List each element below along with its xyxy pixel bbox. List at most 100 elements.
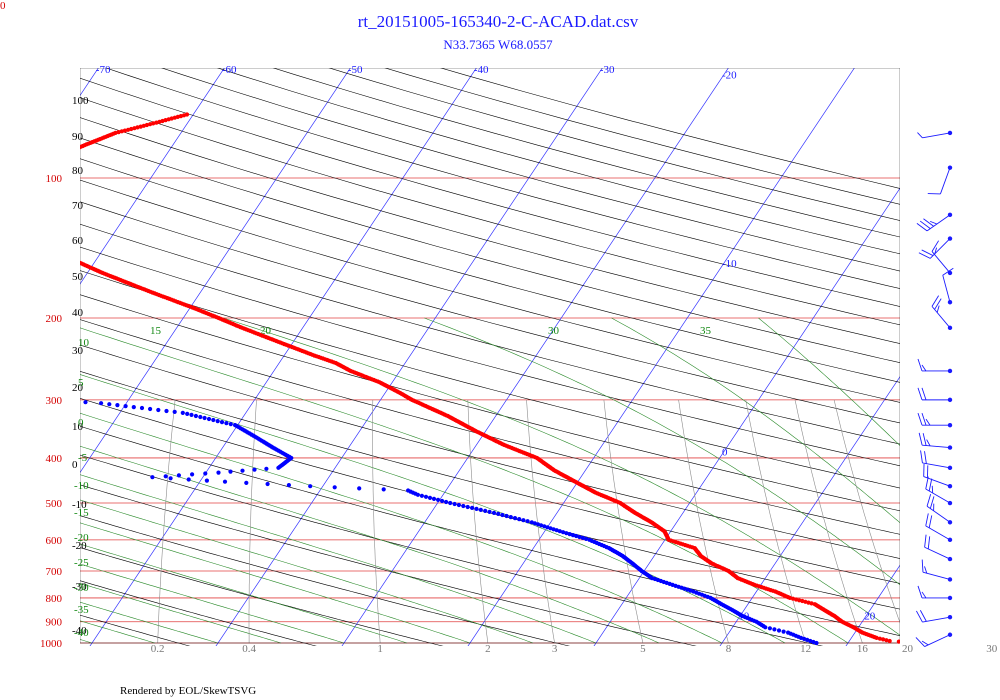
temperature-point bbox=[74, 147, 78, 151]
dewpoint-point bbox=[542, 524, 547, 529]
wind-barb-shaft bbox=[931, 306, 951, 329]
wind-barb-flag bbox=[934, 298, 942, 310]
dewpoint-point bbox=[215, 419, 220, 424]
temperature-point bbox=[0, 207, 1, 211]
isotherm-line bbox=[80, 68, 99, 97]
dewpoint-point bbox=[240, 468, 245, 473]
theta-left-label: 50 bbox=[72, 271, 84, 283]
theta-e-label: -40 bbox=[74, 627, 89, 639]
temperature-point bbox=[52, 247, 56, 251]
temperature-point bbox=[0, 208, 2, 212]
temperature-point bbox=[3, 177, 7, 181]
dewpoint-point bbox=[115, 403, 120, 408]
temperature-point bbox=[887, 638, 892, 644]
temperature-point bbox=[0, 210, 3, 214]
dewpoint-point bbox=[68, 399, 72, 403]
pressure-label: 300 bbox=[46, 395, 63, 407]
mixing-ratio-label: 20 bbox=[902, 643, 914, 655]
temperature-point bbox=[67, 256, 71, 260]
wind-barb bbox=[925, 513, 953, 543]
theta-e-label: 0 bbox=[78, 417, 84, 429]
temperature-point bbox=[33, 164, 37, 168]
background-grid bbox=[80, 38, 1000, 653]
wind-barb bbox=[918, 432, 953, 450]
moist-adiabat-line bbox=[80, 474, 597, 644]
temperature-point bbox=[52, 156, 56, 160]
dewpoint-point bbox=[228, 422, 233, 427]
pressure-label: 900 bbox=[46, 617, 63, 629]
temperature-point bbox=[49, 245, 53, 249]
temperature-point bbox=[135, 125, 140, 130]
wind-barb-flag bbox=[921, 640, 929, 646]
wind-barb-flag bbox=[921, 591, 927, 599]
pressure-label: 600 bbox=[46, 535, 63, 547]
temperature-point bbox=[10, 174, 14, 178]
dewpoint-point bbox=[478, 507, 483, 512]
temperature-point bbox=[35, 163, 39, 167]
dewpoint-point bbox=[164, 408, 169, 414]
wind-barb bbox=[916, 212, 953, 232]
temperature-point bbox=[8, 220, 12, 224]
dewpoint-point bbox=[772, 627, 777, 632]
moist-adiabat-line bbox=[80, 412, 723, 644]
dewpoint-point bbox=[512, 516, 518, 521]
dewpoint-point bbox=[587, 537, 592, 542]
temperature-point bbox=[56, 155, 60, 159]
dewpoint-point bbox=[332, 485, 337, 490]
pressure-label: 200 bbox=[46, 313, 63, 325]
dewpoint-point bbox=[193, 413, 198, 419]
dewpoint-point bbox=[423, 494, 429, 499]
wind-barb-flag bbox=[918, 252, 931, 259]
temperature-point bbox=[63, 253, 67, 257]
mixing-ratio-line bbox=[467, 399, 489, 644]
temperature-point bbox=[31, 234, 35, 238]
temperature-point bbox=[27, 232, 31, 236]
temperature-point bbox=[60, 252, 64, 256]
temperature-point bbox=[25, 230, 29, 234]
wind-barb-flag bbox=[942, 267, 954, 276]
theta-e-label: -10 bbox=[74, 480, 89, 492]
dewpoint-point bbox=[574, 533, 579, 539]
corner-label: 0 bbox=[0, 0, 6, 12]
temperature-point bbox=[6, 217, 10, 221]
wind-barb-flag bbox=[929, 496, 935, 509]
wind-barb-shaft bbox=[922, 616, 951, 623]
temperature-point bbox=[5, 216, 9, 220]
dewpoint-point bbox=[21, 396, 25, 400]
temperature-point bbox=[48, 158, 52, 162]
pressure-label: 500 bbox=[46, 498, 63, 510]
dry-adiabat-line bbox=[80, 370, 900, 584]
wind-barb-shaft bbox=[925, 488, 951, 504]
wind-barb bbox=[925, 476, 953, 506]
wind-barb-flag bbox=[921, 559, 924, 573]
theta-e-label: -5 bbox=[78, 452, 88, 464]
temperature-point bbox=[32, 235, 36, 239]
dewpoint-point bbox=[172, 409, 177, 414]
dewpoint-point bbox=[189, 412, 194, 417]
dewpoint-point bbox=[456, 502, 461, 508]
dewpoint-point bbox=[83, 400, 88, 405]
wind-barb-flag bbox=[927, 536, 931, 549]
pressure-label: 1000 bbox=[40, 638, 63, 650]
theta-e-label: 35 bbox=[700, 325, 712, 337]
dewpoint-point bbox=[190, 472, 195, 477]
dewpoint-point bbox=[491, 510, 497, 515]
isotherm-line bbox=[967, 38, 1000, 653]
dry-adiabat-line bbox=[80, 223, 900, 445]
temperature-point bbox=[43, 160, 47, 164]
temperature-point bbox=[69, 256, 73, 260]
theta-left-label: 0 bbox=[72, 459, 78, 471]
pressure-label: 700 bbox=[46, 566, 63, 578]
wind-barb bbox=[917, 130, 953, 139]
moist-adiabat-line bbox=[80, 445, 660, 644]
temperature-point bbox=[65, 254, 69, 258]
temperature-point bbox=[21, 228, 25, 232]
dewpoint-point bbox=[461, 503, 466, 509]
wind-barb-flag bbox=[925, 476, 929, 490]
dewpoint-point bbox=[264, 466, 269, 471]
temperature-point bbox=[58, 250, 62, 254]
dewpoint-point bbox=[123, 404, 128, 409]
temperature-point bbox=[47, 159, 51, 163]
mixing-ratio-line bbox=[248, 399, 257, 643]
sounding-profiles bbox=[0, 112, 900, 646]
